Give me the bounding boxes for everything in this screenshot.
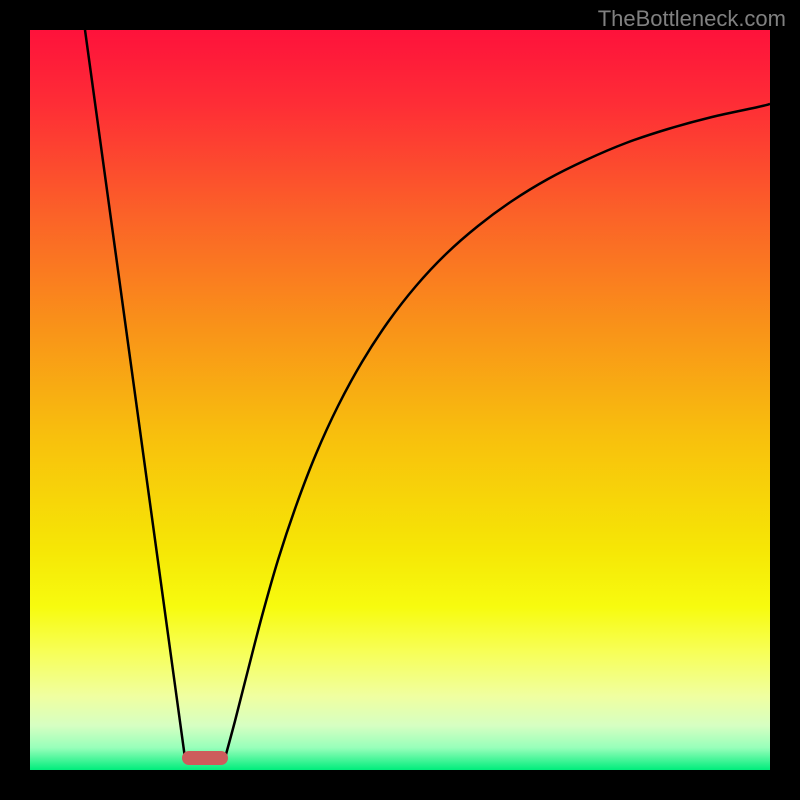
chart-frame: TheBottleneck.com bbox=[0, 0, 800, 800]
gradient-background bbox=[30, 30, 770, 770]
chart-svg bbox=[30, 30, 770, 770]
watermark-text: TheBottleneck.com bbox=[598, 6, 786, 32]
bottleneck-marker bbox=[182, 751, 228, 765]
plot-area bbox=[30, 30, 770, 770]
